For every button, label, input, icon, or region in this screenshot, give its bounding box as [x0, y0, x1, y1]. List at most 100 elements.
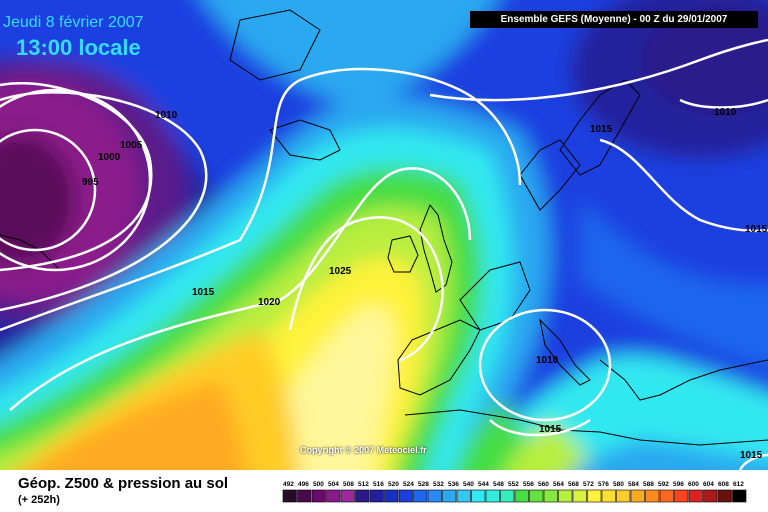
legend-swatch: [471, 489, 486, 503]
color-scale-legend: 492 496 500 504 508 512 516 520 524 528 532 536 540 5…: [282, 481, 747, 503]
coast-scandinavia: [559, 79, 641, 176]
isobar-label-1015-med: 1015: [539, 424, 562, 435]
field-lightblue-north: [203, 0, 498, 110]
isobar-1010-med: [478, 308, 612, 422]
field-title: Géop. Z500 & pression au sol: [18, 475, 229, 492]
legend-swatch: [514, 489, 529, 503]
legend-swatch: [688, 489, 703, 503]
isobar-label-1010-northeast: 1010: [714, 107, 737, 118]
legend-tick-label: 544: [478, 481, 489, 488]
legend-swatch: [398, 489, 413, 503]
isobar-label-1015: 1015: [192, 287, 215, 298]
legend-tick-label: 500: [313, 481, 324, 488]
weather-map: 995 1000 1005 1010 1015 1020 1025 1010 1…: [0, 0, 768, 470]
legend-tick-label: 492: [283, 481, 294, 488]
isobar-1010-northeast: [679, 98, 768, 109]
legend-swatch: [601, 489, 616, 503]
isobar-label-1010-med: 1010: [536, 355, 559, 366]
legend-tick-label: 576: [598, 481, 609, 488]
isobar-1010-west: [0, 91, 208, 312]
legend-tick-label: 580: [613, 481, 624, 488]
field-green-south: [454, 400, 536, 470]
legend-swatch: [384, 489, 399, 503]
coast-ireland: [387, 235, 419, 273]
legend-swatch: [732, 489, 747, 503]
legend-swatch: [456, 489, 471, 503]
legend-tick-label: 604: [703, 481, 714, 488]
isobars: [0, 38, 768, 470]
isobar-label-995: 995: [82, 177, 99, 188]
legend-tick-label: 568: [568, 481, 579, 488]
legend-swatch: [703, 489, 718, 503]
isobar-1015-southeast: [738, 453, 768, 470]
coast-denmark-scandinavia: [519, 139, 581, 211]
legend-tick-label: 528: [418, 481, 429, 488]
isobar-label-1005: 1005: [120, 140, 143, 151]
coast-greenland: [229, 9, 321, 81]
legend-swatch: [659, 489, 674, 503]
coast-iberia: [397, 319, 481, 396]
legend-swatch: [630, 489, 645, 503]
isobar-1005: [0, 82, 153, 272]
legend-swatch: [340, 489, 355, 503]
legend-tick-label: 552: [508, 481, 519, 488]
legend-tick-label: 548: [493, 481, 504, 488]
legend-swatch: [717, 489, 732, 503]
coast-france: [459, 261, 531, 331]
legend-swatch: [674, 489, 689, 503]
isobar-label-1020: 1020: [258, 297, 281, 308]
legend-tick-label: 512: [358, 481, 369, 488]
legend-swatch: [572, 489, 587, 503]
field-orange: [26, 380, 247, 470]
isobar-labels: 995 1000 1005 1010 1015 1020 1025 1010 1…: [82, 107, 768, 461]
legend-tick-label: 584: [628, 481, 639, 488]
legend-swatch: [427, 489, 442, 503]
legend-tick-label: 524: [403, 481, 414, 488]
field-deep-purple-core: [0, 135, 75, 265]
coastlines: [0, 9, 768, 446]
lead-time: (+ 252h): [18, 494, 60, 506]
legend-swatch: [587, 489, 602, 503]
legend-swatch: [543, 489, 558, 503]
isobar-label-1015-southeast: 1015: [740, 450, 763, 461]
legend-swatch: [558, 489, 573, 503]
legend-tick-label: 600: [688, 481, 699, 488]
isobar-label-1000: 1000: [98, 152, 121, 163]
field-indigo-core: [640, 5, 768, 115]
coast-canada: [0, 234, 61, 271]
isobar-995: [0, 128, 97, 252]
legend-tick-label: 572: [583, 481, 594, 488]
forecast-date: Jeudi 8 février 2007: [3, 14, 144, 31]
legend-tick-label: 612: [733, 481, 744, 488]
legend-tick-label: 560: [538, 481, 549, 488]
legend-tick-label: 516: [373, 481, 384, 488]
copyright-notice: Copyright © 2007 Meteociel.fr: [300, 445, 427, 455]
legend-swatch: [413, 489, 428, 503]
legend-tick-label: 608: [718, 481, 729, 488]
legend-swatch: [616, 489, 631, 503]
legend-swatch: [645, 489, 660, 503]
field-lime-south: [506, 420, 594, 470]
coast-britain: [419, 204, 453, 293]
coast-balkans-turkey: [599, 359, 768, 401]
isobar-1015-med: [489, 418, 591, 437]
legend-tick-label: 556: [523, 481, 534, 488]
legend-swatch: [355, 489, 370, 503]
coast-italy: [539, 318, 591, 386]
isobar-label-1015-east: 1015: [745, 224, 768, 235]
legend-tick-label: 532: [433, 481, 444, 488]
legend-swatch: [500, 489, 515, 503]
legend-swatch: [297, 489, 312, 503]
isobar-label-1015-north: 1015: [590, 124, 613, 135]
isobar-1020: [9, 167, 472, 411]
legend-tick-label: 496: [298, 481, 309, 488]
legend-tick-label: 520: [388, 481, 399, 488]
coast-iceland: [269, 119, 341, 161]
isobar-1010-north: [429, 38, 768, 102]
legend-tick-label: 504: [328, 481, 339, 488]
legend-tick-label: 536: [448, 481, 459, 488]
legend-tick-label: 588: [643, 481, 654, 488]
field-midblue-east: [580, 200, 768, 368]
isobar-1025: [288, 216, 444, 362]
isobar-label-1025: 1025: [329, 266, 352, 277]
